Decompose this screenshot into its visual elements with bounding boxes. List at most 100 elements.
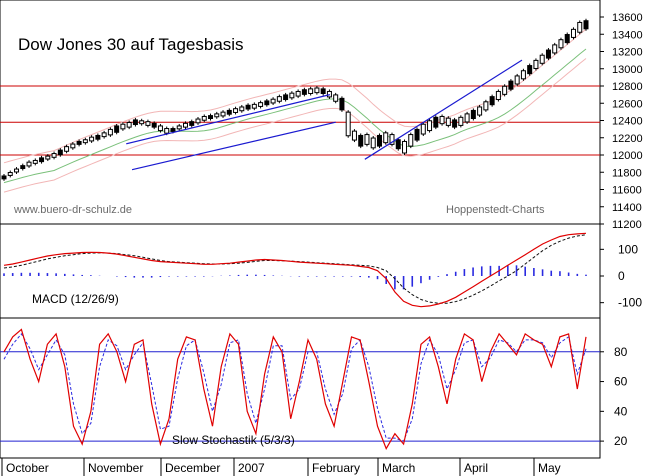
trendline	[126, 94, 331, 145]
stoch-tick-label: 40	[614, 404, 628, 418]
candle-body	[545, 49, 551, 59]
candle-body	[370, 137, 376, 149]
x-axis-label: October	[6, 461, 49, 475]
x-axis-label: February	[312, 461, 360, 475]
candle-body	[245, 104, 251, 110]
lower-envelope	[3, 58, 587, 193]
candle-body	[1, 175, 7, 180]
candle-body	[226, 109, 232, 115]
stoch-tick-label: 20	[614, 434, 628, 448]
stoch-panel: 20 40 60 80	[0, 328, 628, 450]
stoch-tick-label: 80	[614, 345, 628, 359]
candle-body	[364, 134, 370, 145]
price-tick-label: 12400	[612, 116, 643, 128]
candle-body	[295, 90, 301, 97]
price-tick-label: 11800	[612, 167, 642, 179]
candle-body	[552, 44, 558, 54]
stoch-d-line	[3, 333, 587, 442]
candle-body	[39, 157, 45, 163]
stoch-label: Slow Stochastik (5/3/3)	[172, 433, 295, 447]
price-tick-label: 13400	[612, 29, 643, 41]
candle-body	[182, 122, 188, 128]
candle-body	[508, 80, 514, 90]
candle-body	[89, 136, 95, 142]
candle-body	[558, 39, 564, 49]
candle-body	[270, 98, 276, 104]
candle-body	[577, 21, 583, 33]
x-axis-label: 2007	[238, 461, 265, 475]
candle-body	[583, 20, 589, 30]
candle-body	[283, 94, 289, 101]
price-tick-label: 12200	[612, 133, 643, 145]
candle-body	[414, 128, 420, 141]
candle-body	[76, 140, 82, 145]
x-axis-label: April	[464, 461, 488, 475]
candle-body	[514, 75, 520, 85]
trendline	[364, 59, 523, 160]
candle-body	[376, 134, 382, 147]
candle-body	[539, 54, 545, 64]
candle-body	[308, 88, 314, 94]
candle-body	[301, 89, 307, 95]
watermark-left: www.buero-dr-schulz.de	[13, 204, 132, 216]
candle-body	[164, 128, 170, 134]
candle-body	[495, 90, 501, 101]
price-tick-label: 12000	[612, 150, 643, 162]
stoch-k-line	[3, 328, 587, 450]
candle-body	[452, 119, 458, 128]
candle-body	[408, 134, 414, 147]
price-panel: 11200 11400 11600 11800 12000 12200 12400 12600…	[0, 12, 643, 231]
candle-body	[264, 100, 270, 106]
candle-body	[358, 134, 364, 147]
candle-body	[14, 168, 20, 173]
x-axis-label: May	[538, 461, 561, 475]
candle-body	[502, 85, 508, 95]
candle-body	[314, 87, 320, 94]
moving-average	[3, 48, 587, 184]
candle-body	[120, 123, 126, 130]
candle-body	[251, 103, 257, 109]
candle-body	[239, 106, 245, 112]
candle-body	[433, 116, 439, 128]
candle-body	[114, 125, 120, 133]
candle-body	[145, 121, 151, 126]
candle-body	[45, 155, 51, 160]
candle-body	[320, 88, 326, 94]
macd-line	[3, 232, 587, 308]
candle-body	[233, 108, 239, 113]
chart-title: Dow Jones 30 auf Tagesbasis	[18, 35, 244, 54]
macd-tick-label: 0	[618, 269, 625, 283]
candle-body	[439, 115, 445, 125]
candle-body	[107, 128, 113, 136]
watermark-right: Hoppenstedt-Charts	[446, 204, 545, 216]
candle-body	[32, 159, 38, 164]
candle-body	[64, 146, 70, 152]
candle-body	[126, 122, 132, 128]
candle-body	[51, 153, 57, 158]
price-tick-label: 13600	[612, 12, 643, 24]
upper-envelope	[3, 28, 587, 164]
candle-body	[208, 115, 214, 119]
price-tick-label: 11400	[612, 202, 642, 214]
candle-body	[139, 120, 145, 125]
candle-body	[402, 140, 408, 154]
candle-body	[564, 34, 570, 44]
macd-panel: -100 0 100	[3, 232, 642, 310]
candle-body	[483, 101, 489, 111]
candle-body	[464, 113, 470, 123]
stoch-tick-label: 60	[614, 375, 628, 389]
x-axis-label: November	[88, 461, 143, 475]
price-tick-label: 11600	[612, 185, 642, 197]
candle-body	[7, 172, 13, 176]
candle-body	[389, 134, 395, 145]
price-tick-label: 12800	[612, 81, 643, 93]
candle-body	[26, 161, 32, 167]
macd-label: MACD (12/26/9)	[32, 292, 119, 306]
candle-body	[527, 65, 533, 75]
candle-body	[95, 134, 101, 140]
price-tick-label: 11200	[612, 219, 642, 231]
x-axis-label: December	[165, 461, 220, 475]
candle-body	[189, 121, 195, 126]
price-tick-label: 13200	[612, 47, 643, 59]
